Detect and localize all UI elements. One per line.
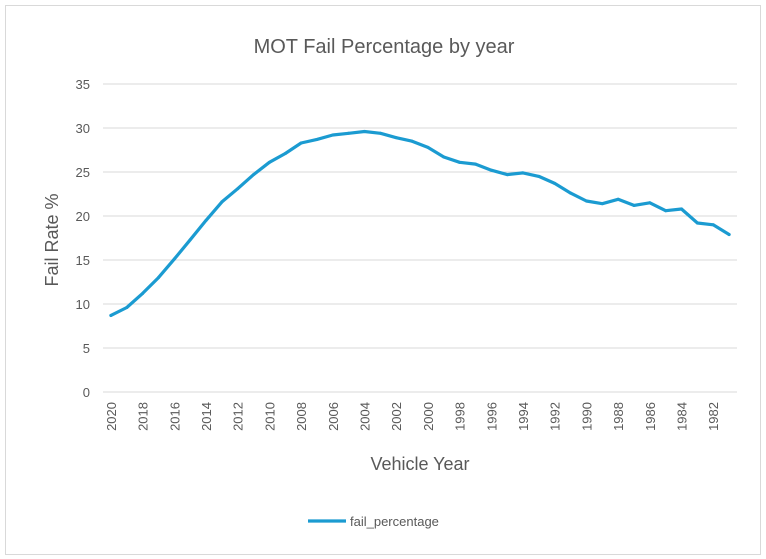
y-axis-label: Fail Rate % [42, 193, 62, 286]
data-point-2012 [236, 187, 240, 191]
data-point-1985 [664, 209, 668, 213]
x-tick-label: 2006 [326, 402, 341, 431]
data-point-2000 [426, 145, 430, 149]
data-point-1994 [521, 171, 525, 175]
data-point-2009 [283, 152, 287, 156]
x-tick-label: 2008 [294, 402, 309, 431]
x-tick-label: 1996 [484, 402, 499, 431]
x-tick-label: 2000 [421, 402, 436, 431]
series-line-fail-percentage [109, 129, 731, 317]
data-point-2010 [267, 160, 271, 164]
chart-area [5, 5, 761, 555]
x-tick-label: 2002 [389, 402, 404, 431]
x-tick-label: 2010 [262, 402, 277, 431]
data-point-1986 [648, 201, 652, 205]
data-point-1997 [473, 162, 477, 166]
data-point-2020 [109, 313, 113, 317]
data-point-1991 [569, 191, 573, 195]
x-tick-label: 2014 [199, 402, 214, 431]
legend-label: fail_percentage [350, 514, 439, 529]
x-tick-label: 1992 [548, 402, 563, 431]
data-point-1998 [458, 160, 462, 164]
data-point-1999 [442, 155, 446, 159]
y-tick-label: 30 [76, 121, 90, 136]
data-point-1981 [727, 232, 731, 236]
data-point-2016 [172, 257, 176, 261]
data-point-2003 [378, 131, 382, 135]
x-tick-label: 1994 [516, 402, 531, 431]
data-point-1995 [505, 173, 509, 177]
data-point-2014 [204, 218, 208, 222]
y-tick-label: 0 [83, 385, 90, 400]
data-point-1989 [600, 202, 604, 206]
x-tick-label: 1998 [453, 402, 468, 431]
data-point-2004 [363, 130, 367, 134]
x-tick-label: 1982 [706, 402, 721, 431]
y-tick-label: 35 [76, 77, 90, 92]
data-point-1992 [553, 181, 557, 185]
legend: fail_percentage [308, 514, 439, 529]
data-point-1996 [489, 168, 493, 172]
y-tick-label: 5 [83, 341, 90, 356]
y-tick-label: 25 [76, 165, 90, 180]
data-point-2018 [141, 291, 145, 295]
data-point-2008 [299, 141, 303, 145]
y-tick-label: 10 [76, 297, 90, 312]
data-point-2019 [125, 306, 129, 310]
data-point-2007 [315, 137, 319, 141]
y-tick-label: 15 [76, 253, 90, 268]
data-point-2017 [156, 276, 160, 280]
chart-title: MOT Fail Percentage by year [254, 36, 515, 58]
x-tick-label: 2004 [358, 402, 373, 431]
data-point-1984 [680, 207, 684, 211]
data-point-2011 [252, 173, 256, 177]
data-point-1993 [537, 174, 541, 178]
data-point-2002 [394, 136, 398, 140]
x-tick-label: 2012 [231, 402, 246, 431]
data-point-1990 [584, 199, 588, 203]
x-tick-label: 1986 [643, 402, 658, 431]
x-axis-label: Vehicle Year [370, 454, 469, 474]
y-tick-label: 20 [76, 209, 90, 224]
data-point-2006 [331, 133, 335, 137]
data-point-1987 [632, 203, 636, 207]
data-point-1983 [695, 221, 699, 225]
data-point-2015 [188, 238, 192, 242]
data-point-2005 [347, 131, 351, 135]
x-tick-label: 2016 [167, 402, 182, 431]
data-point-1988 [616, 197, 620, 201]
data-point-2013 [220, 200, 224, 204]
data-point-1982 [711, 223, 715, 227]
x-tick-label: 2018 [136, 402, 151, 431]
x-tick-label: 1988 [611, 402, 626, 431]
x-tick-label: 2020 [104, 402, 119, 431]
x-tick-label: 1984 [675, 402, 690, 431]
x-tick-label: 1990 [579, 402, 594, 431]
data-point-2001 [410, 139, 414, 143]
